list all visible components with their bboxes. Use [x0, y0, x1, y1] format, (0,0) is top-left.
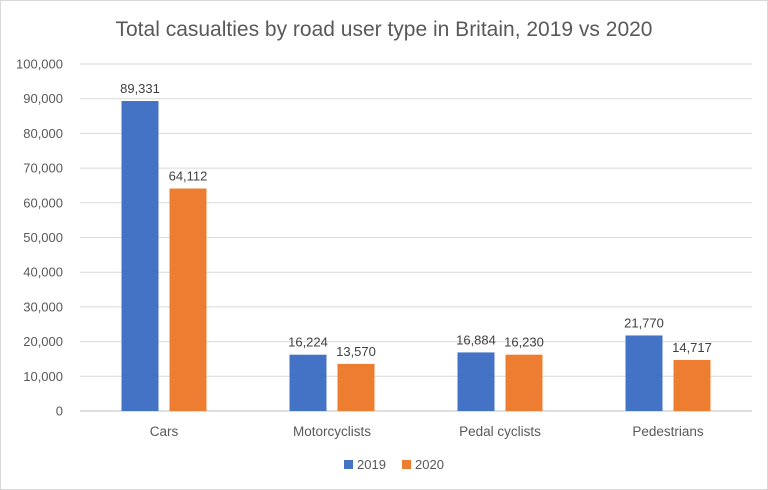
- y-tick-label: 40,000: [23, 265, 63, 280]
- category-label: Pedestrians: [632, 424, 704, 439]
- y-tick-label: 70,000: [23, 161, 63, 176]
- category-label: Cars: [150, 424, 179, 439]
- legend-swatch-2020: [402, 460, 411, 469]
- chart-title: Total casualties by road user type in Br…: [116, 18, 653, 41]
- data-label: 21,770: [624, 315, 664, 330]
- bar-pedestrians-2019: [625, 335, 663, 411]
- data-label: 16,224: [288, 335, 328, 350]
- data-label: 89,331: [120, 81, 160, 96]
- bar-pedestrians-2020: [673, 359, 711, 411]
- y-tick-label: 50,000: [23, 230, 63, 245]
- legend: 2019 2020: [344, 457, 444, 472]
- bar-motorcyclists-2019: [289, 354, 327, 411]
- bar-motorcyclists-2020: [337, 363, 375, 411]
- category-label: Pedal cyclists: [459, 424, 541, 439]
- y-tick-label: 30,000: [23, 299, 63, 314]
- y-tick-label: 60,000: [23, 195, 63, 210]
- data-label: 14,717: [672, 340, 712, 355]
- y-axis-ticks: 0 10,000 20,000 30,000 40,000 50,000 60,000 70,…: [16, 57, 63, 419]
- legend-label: 2019: [357, 457, 386, 472]
- y-tick-label: 80,000: [23, 126, 63, 141]
- y-tick-label: 90,000: [23, 91, 63, 106]
- category-label: Motorcyclists: [293, 424, 371, 439]
- data-label: 13,570: [336, 344, 376, 359]
- bar-pedal-cyclists-2019: [457, 352, 495, 411]
- legend-label: 2020: [415, 457, 444, 472]
- y-tick-label: 0: [56, 404, 63, 419]
- legend-swatch-2019: [344, 460, 353, 469]
- bars: [121, 101, 711, 412]
- data-label: 64,112: [169, 169, 208, 184]
- bar-cars-2020: [169, 188, 207, 411]
- data-label: 16,230: [504, 335, 544, 350]
- bar-cars-2019: [121, 101, 159, 412]
- bar-pedal-cyclists-2020: [505, 354, 543, 411]
- y-tick-label: 100,000: [16, 57, 63, 72]
- y-tick-label: 20,000: [23, 334, 63, 349]
- data-label: 16,884: [456, 332, 496, 347]
- x-axis-categories: Cars Motorcyclists Pedal cyclists Pedestria…: [150, 424, 704, 439]
- y-tick-label: 10,000: [23, 369, 63, 384]
- data-labels: 89,331 64,112 16,224 13,570 16,884 16,230 21,7…: [120, 81, 712, 359]
